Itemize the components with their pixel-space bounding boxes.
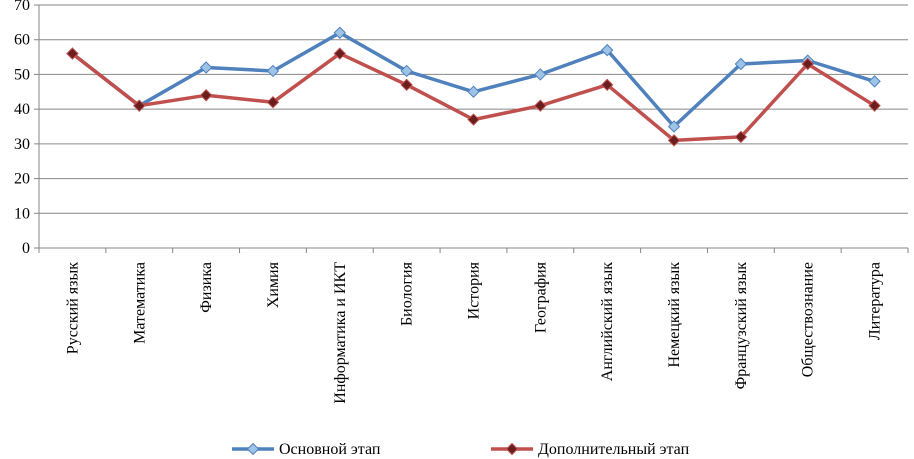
y-tick-label: 60 — [14, 32, 30, 49]
gridlines — [39, 4, 908, 214]
y-tick-label: 10 — [14, 205, 30, 222]
data-point-marker — [667, 134, 681, 147]
x-category-label: История — [466, 261, 483, 319]
x-category-label: Литература — [867, 262, 884, 340]
data-point-marker — [400, 64, 413, 78]
data-point-marker — [333, 26, 347, 39]
data-point-marker — [266, 95, 280, 109]
legend-marker — [246, 442, 260, 456]
series-line — [71, 31, 876, 129]
x-category-label: Информатика и ИКТ — [332, 262, 349, 404]
data-point-marker — [868, 75, 881, 88]
legend-item: Дополнительный этап — [491, 441, 690, 458]
x-axis-category-labels: Русский язык Математика Физика Химия Информа… — [64, 261, 883, 403]
x-category-label: Биология — [399, 261, 416, 326]
data-point-marker — [333, 47, 347, 60]
data-point-marker — [133, 99, 146, 112]
x-category-label: Русский язык — [64, 262, 81, 354]
y-tick-label: 40 — [14, 101, 30, 118]
y-tick-label: 70 — [14, 0, 30, 14]
series-1 — [66, 26, 881, 133]
data-point-marker — [199, 89, 213, 102]
legend: Основной этап Дополнительный этап — [232, 441, 690, 458]
x-category-label: Французский язык — [733, 262, 750, 390]
x-category-label: Химия — [265, 261, 282, 308]
x-category-label: Немецкий язык — [666, 262, 683, 368]
data-point-marker — [868, 99, 881, 112]
legend-item: Основной этап — [232, 441, 381, 458]
data-point-marker — [600, 43, 614, 57]
data-point-marker — [66, 47, 79, 60]
legend-marker — [505, 442, 519, 456]
y-tick-label: 0 — [22, 240, 30, 257]
x-category-label: Математика — [131, 262, 148, 344]
legend-label: Дополнительный этап — [538, 441, 690, 458]
data-point-marker — [400, 78, 413, 92]
data-point-marker — [266, 64, 280, 78]
y-axis-ticks: 0 10 20 30 40 50 60 70 — [14, 0, 39, 257]
data-point-marker — [467, 85, 480, 98]
data-point-marker — [801, 57, 814, 71]
x-category-label: Обществознание — [800, 262, 817, 377]
series-2 — [66, 47, 881, 147]
data-point-marker — [534, 99, 547, 112]
y-tick-label: 30 — [14, 136, 30, 153]
data-point-marker — [734, 57, 748, 71]
x-category-label: Физика — [198, 262, 215, 313]
x-category-label: География — [532, 261, 549, 333]
data-point-marker — [467, 113, 480, 126]
y-tick-label: 50 — [14, 66, 30, 83]
series-group — [66, 26, 881, 147]
axes — [38, 5, 909, 253]
data-point-marker — [734, 130, 748, 144]
data-point-marker — [600, 78, 614, 92]
data-point-marker — [667, 120, 681, 133]
y-tick-label: 20 — [14, 171, 30, 188]
legend-label: Основной этап — [279, 441, 381, 458]
data-point-marker — [534, 68, 547, 81]
data-point-marker — [199, 61, 213, 74]
x-category-label: Английский язык — [599, 262, 616, 381]
